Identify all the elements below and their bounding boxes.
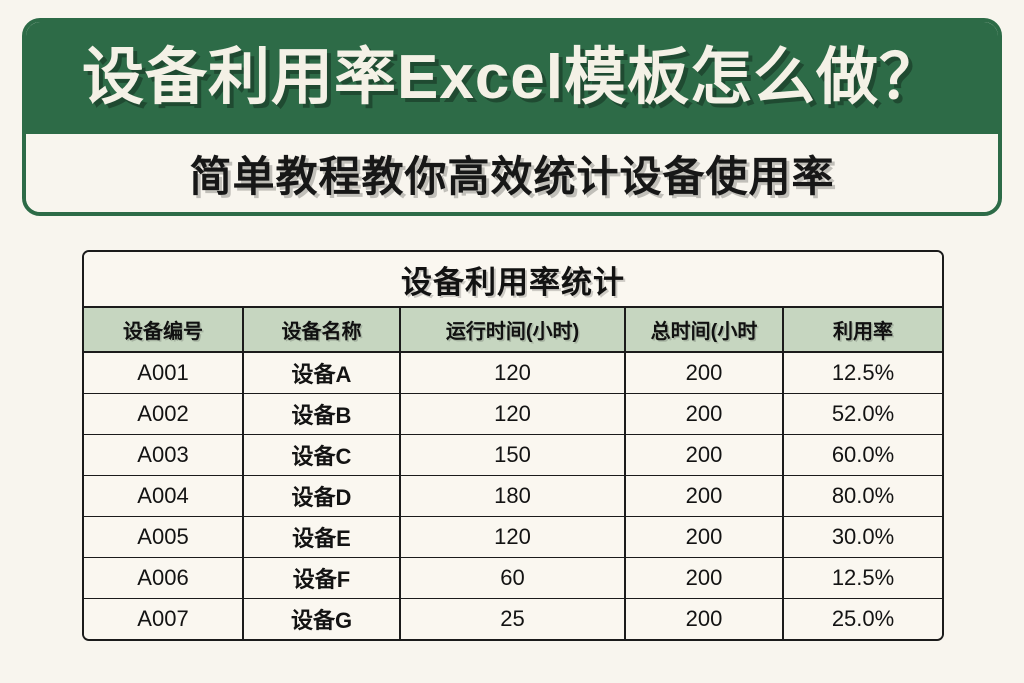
cell-total-hours: 200 (625, 516, 784, 558)
cell-equipment-name: 设备A (243, 352, 401, 394)
cell-equipment-name: 设备C (243, 434, 401, 476)
column-header-equipment-id[interactable]: 设备编号 (84, 307, 244, 353)
cell-utilization: 12.5% (783, 557, 942, 599)
cell-run-hours: 180 (400, 475, 626, 517)
cell-utilization: 52.0% (783, 393, 942, 435)
table-row[interactable]: A005 设备E 120 200 30.0% (84, 516, 942, 558)
table-row[interactable]: A006 设备F 60 200 12.5% (84, 557, 942, 599)
column-header-equipment-name[interactable]: 设备名称 (243, 307, 401, 353)
cell-equipment-id: A005 (84, 516, 244, 558)
cell-run-hours: 120 (400, 393, 626, 435)
cell-run-hours: 25 (400, 598, 626, 639)
table-title: 设备利用率统计 (84, 252, 942, 308)
cell-total-hours: 200 (625, 598, 784, 639)
cell-utilization: 30.0% (783, 516, 942, 558)
cell-equipment-id: A004 (84, 475, 244, 517)
table-title-head: 设备利用率统计 (84, 252, 942, 308)
cell-utilization: 80.0% (783, 475, 942, 517)
cell-equipment-id: A002 (84, 393, 244, 435)
table-row[interactable]: A004 设备D 180 200 80.0% (84, 475, 942, 517)
cell-run-hours: 120 (400, 352, 626, 394)
column-header-run-hours[interactable]: 运行时间(小时) (400, 307, 626, 353)
cell-utilization: 60.0% (783, 434, 942, 476)
table-title-row: 设备利用率统计 (84, 252, 942, 308)
subtitle-banner: 简单教程教你高效统计设备使用率 (26, 134, 998, 212)
cell-equipment-id: A006 (84, 557, 244, 599)
utilization-table-container: 设备利用率统计 设备编号 设备名称 运行时间(小时) 总时间(小时 利用率 A0… (82, 250, 944, 641)
column-header-total-hours[interactable]: 总时间(小时 (625, 307, 784, 353)
cell-total-hours: 200 (625, 557, 784, 599)
cell-total-hours: 200 (625, 434, 784, 476)
title-banner: 设备利用率Excel模板怎么做？ (26, 22, 998, 134)
cell-equipment-name: 设备B (243, 393, 401, 435)
cell-run-hours: 60 (400, 557, 626, 599)
table-body: A001 设备A 120 200 12.5% A002 设备B 120 200 … (84, 352, 942, 639)
cell-run-hours: 120 (400, 516, 626, 558)
cell-utilization: 12.5% (783, 352, 942, 394)
cell-utilization: 25.0% (783, 598, 942, 639)
cell-equipment-id: A007 (84, 598, 244, 639)
page-title: 设备利用率Excel模板怎么做？ (81, 43, 943, 112)
header-card: 设备利用率Excel模板怎么做？ 简单教程教你高效统计设备使用率 (22, 18, 1002, 216)
table-row[interactable]: A007 设备G 25 200 25.0% (84, 598, 942, 639)
cell-equipment-name: 设备D (243, 475, 401, 517)
page-subtitle: 简单教程教你高效统计设备使用率 (189, 153, 835, 200)
equipment-utilization-table: 设备利用率统计 设备编号 设备名称 运行时间(小时) 总时间(小时 利用率 A0… (84, 252, 942, 639)
cell-equipment-name: 设备G (243, 598, 401, 639)
cell-run-hours: 150 (400, 434, 626, 476)
cell-equipment-id: A003 (84, 434, 244, 476)
table-column-head: 设备编号 设备名称 运行时间(小时) 总时间(小时 利用率 (84, 307, 942, 353)
cell-equipment-name: 设备E (243, 516, 401, 558)
cell-total-hours: 200 (625, 393, 784, 435)
cell-total-hours: 200 (625, 352, 784, 394)
cell-equipment-id: A001 (84, 352, 244, 394)
table-row[interactable]: A002 设备B 120 200 52.0% (84, 393, 942, 435)
table-header-row: 设备编号 设备名称 运行时间(小时) 总时间(小时 利用率 (84, 307, 942, 353)
table-row[interactable]: A003 设备C 150 200 60.0% (84, 434, 942, 476)
cell-equipment-name: 设备F (243, 557, 401, 599)
table-row[interactable]: A001 设备A 120 200 12.5% (84, 352, 942, 394)
column-header-utilization[interactable]: 利用率 (783, 307, 942, 353)
cell-total-hours: 200 (625, 475, 784, 517)
